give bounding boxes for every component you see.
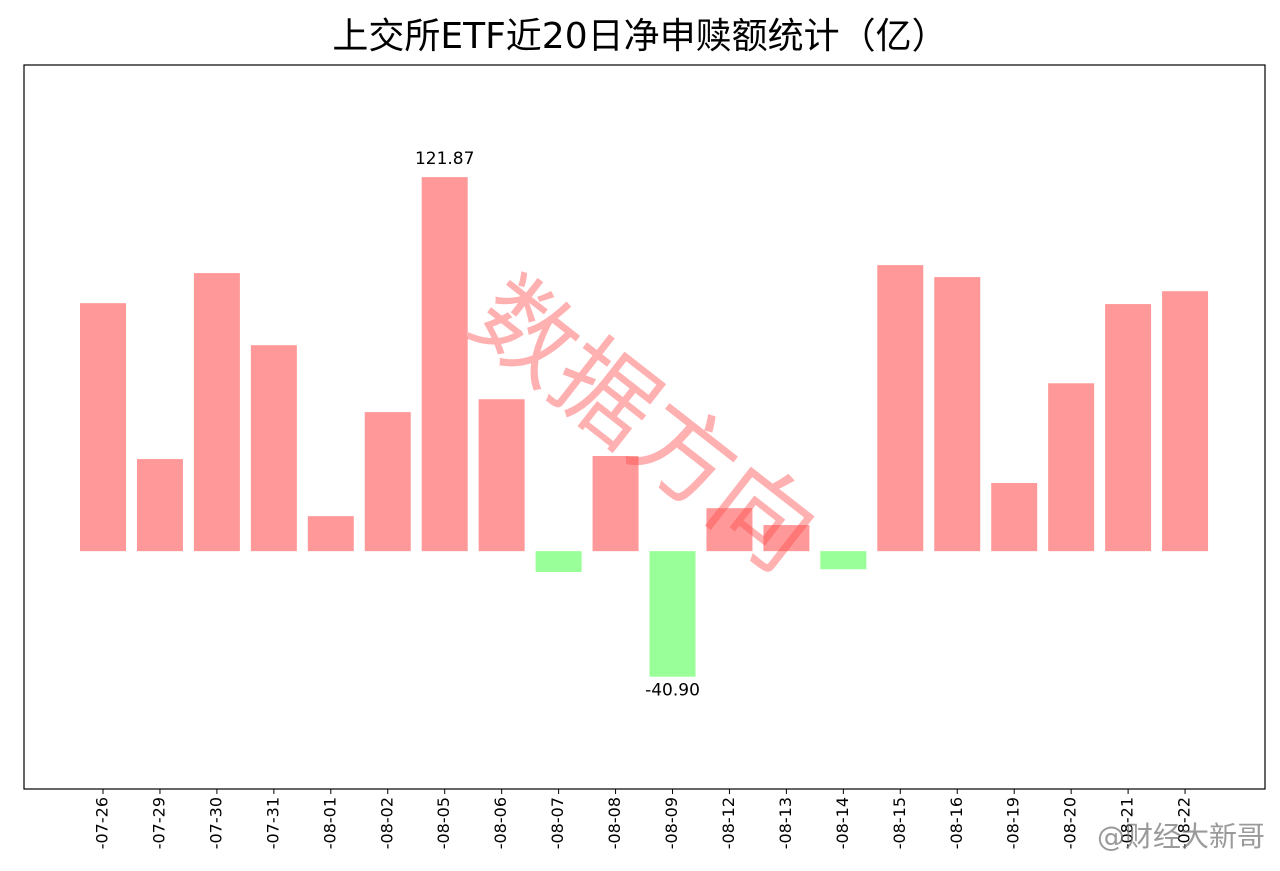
chart-title: 上交所ETF近20日净申赎额统计（亿） (332, 16, 947, 57)
bar (934, 277, 981, 552)
x-tick-label: -07-29 (149, 797, 168, 849)
plot-frame (23, 64, 1266, 790)
bar (991, 483, 1038, 552)
source-watermark: @财经大新哥 (1097, 820, 1265, 853)
bar (1048, 383, 1095, 552)
bar (193, 273, 240, 552)
x-tick-label: -08-01 (320, 797, 339, 849)
bar (1105, 304, 1152, 552)
bar (877, 265, 924, 552)
x-tick-label: -08-06 (491, 797, 510, 849)
bar (421, 177, 468, 552)
bar (80, 303, 126, 552)
bar (592, 456, 639, 552)
x-tick-label: -08-19 (1004, 797, 1023, 849)
bar (478, 399, 525, 552)
x-tick-label: -08-15 (890, 797, 909, 849)
x-tick-label: -08-20 (1061, 797, 1080, 849)
bar (250, 345, 297, 552)
bar (649, 551, 696, 677)
x-tick-label: -08-08 (605, 797, 624, 849)
bar (706, 508, 753, 552)
x-tick-label: -08-21 (1118, 797, 1137, 849)
bar (364, 412, 411, 552)
x-tick-label: -08-16 (947, 797, 966, 849)
x-tick-label: -07-31 (263, 797, 282, 849)
bar (535, 551, 582, 573)
x-tick-label: -08-02 (377, 797, 396, 849)
bar (1162, 291, 1209, 552)
x-tick-label: -08-14 (833, 797, 852, 849)
x-tick-label: -08-13 (776, 797, 795, 849)
bar (307, 516, 354, 552)
x-tick-label: -07-26 (93, 797, 112, 849)
x-tick-label: -08-05 (434, 797, 453, 849)
x-tick-label: -08-07 (548, 797, 567, 849)
value-label: 121.87 (415, 149, 474, 169)
bar (136, 459, 183, 552)
bar (820, 551, 867, 570)
x-tick-label: -08-09 (662, 797, 681, 849)
x-tick-label: -07-30 (206, 797, 225, 849)
value-label: -40.90 (645, 681, 700, 701)
x-tick-label: -08-12 (719, 797, 738, 849)
x-tick-label: -08-22 (1175, 797, 1194, 849)
bar (763, 525, 810, 552)
